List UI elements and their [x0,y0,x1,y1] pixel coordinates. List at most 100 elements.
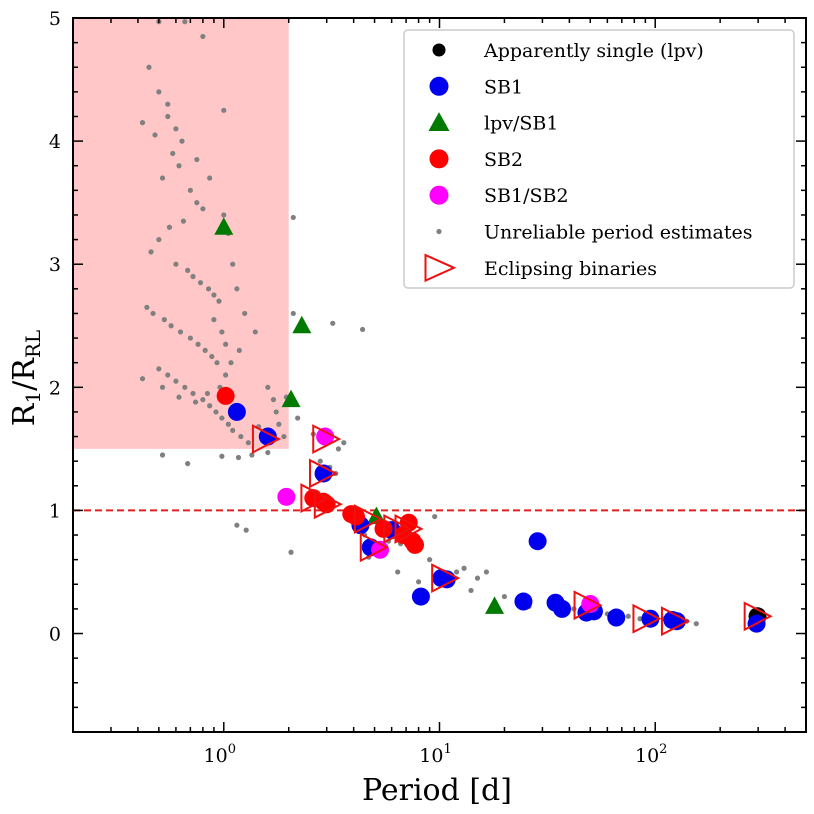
data-point [200,206,206,212]
data-point [427,557,433,563]
data-point [216,298,222,304]
data-point [214,360,220,366]
data-point [219,453,225,459]
data-points-layer [139,19,773,637]
data-point [316,427,335,446]
data-point [252,329,258,335]
data-point [173,126,179,132]
data-point [170,150,176,157]
data-point [159,384,166,390]
data-point [607,608,626,627]
legend-marker [424,253,457,283]
data-point [165,113,171,120]
data-point [236,347,242,353]
legend-label: lpv/SB1 [484,113,558,135]
x-tick-label: 100 [204,742,236,767]
y-axis-title-sub2: RL [21,330,45,358]
data-point [168,323,174,329]
data-point [194,200,200,206]
data-point [230,427,236,433]
legend-label: SB2 [484,149,523,171]
data-point [214,217,234,235]
data-point [308,458,339,489]
data-point [406,535,425,554]
legend-marker [429,76,449,96]
data-point [234,286,240,292]
data-point [292,315,312,334]
data-point [468,587,474,594]
data-point [207,175,213,181]
data-point [235,454,242,461]
data-point [146,64,152,70]
data-point [177,329,184,335]
data-point [693,621,699,627]
data-point [514,592,533,611]
data-point [179,138,185,144]
data-point [312,424,342,454]
data-point [150,310,156,317]
y-axis-title-main: R [7,402,42,426]
data-point [190,273,196,280]
data-point [553,599,572,618]
data-point [394,513,424,544]
legend: Apparently single (lpv) SB1 lpv/SB1 SB2 SB1/… [403,29,795,289]
data-point [185,461,191,467]
data-point [249,452,255,458]
data-point [152,132,158,138]
data-point [187,335,193,341]
data-point [156,236,162,243]
data-point [295,415,301,421]
y-axis-title-sep: /R [7,357,42,391]
data-point [667,612,686,631]
data-point [288,549,294,555]
data-point [219,329,225,335]
data-point [632,603,662,634]
axes-layer: 0 1 2 3 4 5 100 101 102 [49,8,807,767]
data-point [173,378,179,384]
legend-marker [429,185,449,205]
data-point [432,513,438,520]
data-point [200,33,206,40]
data-point [625,613,631,619]
data-point [207,403,213,409]
series-sb1 [227,402,766,633]
shaded-region-layer [73,18,289,449]
data-point [281,433,287,440]
data-point [528,532,547,551]
data-point [202,347,208,353]
data-point [415,579,422,585]
data-point [660,606,691,637]
data-point [156,366,162,372]
data-point [200,397,206,403]
data-point [453,569,460,575]
data-point [139,376,146,382]
data-point [341,440,347,446]
data-point [485,596,505,614]
series-sb2 [216,386,425,554]
data-point [383,513,413,544]
data-point [227,402,246,421]
data-point [223,372,229,378]
legend-label: Eclipsing binaries [484,258,657,280]
data-point [242,310,248,317]
legend-marker [429,149,449,169]
data-point [187,187,193,193]
data-point [238,433,244,440]
data-point [190,390,196,397]
data-point [176,163,182,169]
x-axis-title: Period [d] [362,773,512,808]
legend-label: Apparently single (lpv) [483,40,704,62]
y-tick-label: 3 [49,254,61,276]
y-tick-label: 5 [49,8,61,30]
data-point [182,19,188,25]
data-point [637,616,643,622]
data-point [216,386,235,405]
data-point [180,218,187,224]
legend-label: SB1/SB2 [484,185,569,207]
legend-marker [432,43,446,57]
legend-marker [428,112,450,131]
data-point [353,504,383,534]
series-sb1-sb2 [277,427,600,613]
data-point [176,394,182,400]
data-point [234,522,240,528]
